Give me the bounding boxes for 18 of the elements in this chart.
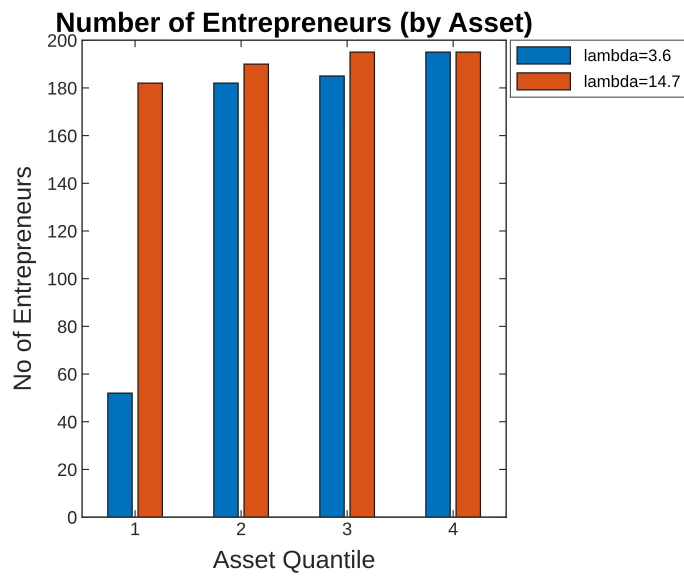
y-tick-label: 80	[58, 320, 77, 334]
y-tick-label: 0	[68, 511, 77, 524]
y-tick-label: 120	[48, 224, 77, 238]
y-tick-label: 180	[48, 82, 77, 95]
x-tick-label: 2	[237, 522, 246, 536]
legend-label: lambda=14.7	[584, 74, 680, 88]
x-axis-title: Asset Quantile	[212, 550, 374, 573]
x-tick-label: 1	[131, 522, 140, 536]
x-tick-label: 3	[342, 522, 352, 536]
legend-label: lambda=3.6	[584, 48, 671, 62]
y-tick-label: 140	[48, 177, 77, 190]
y-tick-label: 20	[58, 463, 77, 476]
y-axis-title: No of Entrepreneurs	[12, 167, 36, 390]
y-tick-label: 160	[48, 130, 77, 142]
y-tick-label: 40	[58, 416, 77, 428]
y-tick-label: 100	[48, 272, 77, 286]
x-tick-label: 4	[448, 522, 458, 536]
y-tick-label: 60	[58, 368, 77, 381]
